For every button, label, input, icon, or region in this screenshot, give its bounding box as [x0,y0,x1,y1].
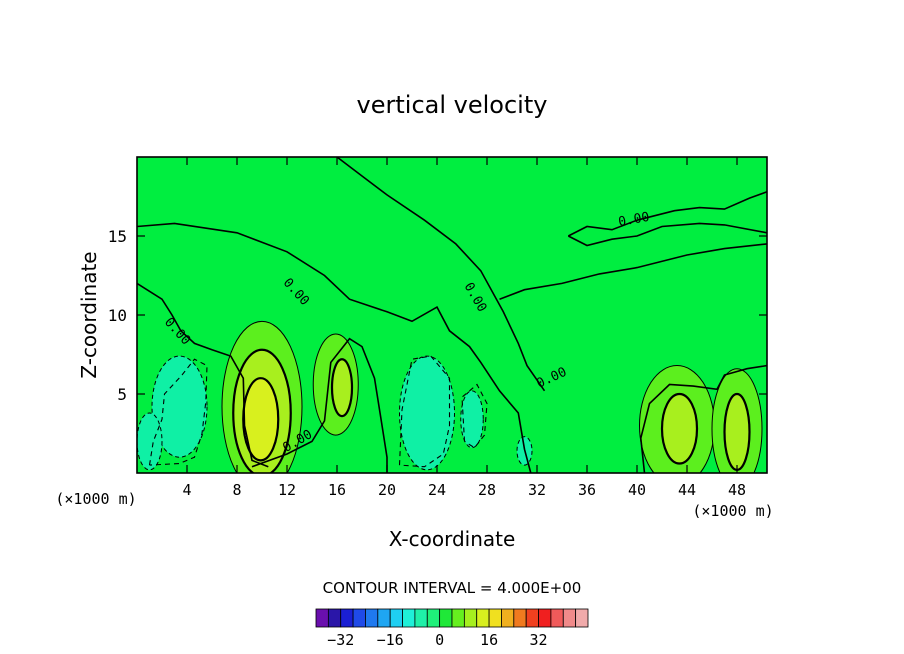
colorbar-swatch-2 [340,608,354,628]
y-tick-label-0: 5 [117,385,127,404]
colorbar-swatch-4 [365,608,379,628]
colorbar-swatch-3 [352,608,366,628]
colorbar-swatch-15 [501,608,515,628]
x-unit-label-right: (×1000 m) [692,502,773,520]
shade-region-9 [242,377,280,462]
shade-region-13 [723,392,751,471]
negative-contour-0 [148,358,208,466]
colorbar-swatch-17 [525,608,539,628]
colorbar-swatch-12 [463,608,478,628]
shade-region-1 [137,412,163,471]
x-tick-label-3: 16 [328,481,346,499]
colorbar-tick-label-4: 32 [530,631,548,649]
colorbar-swatch-19 [550,608,564,628]
y-axis: 5 10 15 [108,227,767,404]
zero-contour-1 [137,282,269,468]
negative-contour-2 [461,383,488,449]
contour-lines [137,157,767,473]
colorbar-swatch-5 [377,608,391,628]
shade-region-11 [660,392,699,465]
y-axis-label: Z-coordinate [77,251,101,378]
colorbar-swatch-0 [315,608,329,628]
colorbar-swatch-14 [488,608,502,628]
shade-region-2 [399,355,455,471]
colorbar-tick-label-1: −16 [377,631,404,649]
x-tick-label-4: 20 [378,481,396,499]
y-tick-label-1: 10 [108,306,127,325]
x-tick-label-7: 32 [528,481,546,499]
x-tick-label-5: 24 [428,481,446,499]
chart-title: vertical velocity [357,91,548,119]
zero-contour-5 [567,222,767,247]
x-tick-label-9: 40 [628,481,646,499]
colorbar-tick-label-0: −32 [327,631,354,649]
colorbar-swatch-9 [426,608,441,628]
colorbar-swatch-18 [538,608,552,628]
x-axis-label: X-coordinate [389,527,516,551]
zero-contour-6 [639,364,767,473]
colorbar-swatch-10 [439,608,453,628]
x-tick-label-1: 8 [232,481,241,499]
colorbar-swatch-7 [402,608,416,628]
colorbar-tick-label-3: 16 [480,631,498,649]
colorbar-swatch-6 [389,608,403,628]
x-tick-label-0: 4 [182,481,191,499]
zero-contour-0 [137,222,532,473]
colorbar-swatch-20 [562,608,577,628]
colorbar-swatch-13 [476,608,490,628]
contour-label-4: 0.00 [617,210,650,230]
contour-interval-text: CONTOUR INTERVAL = 4.000E+00 [323,579,582,597]
zero-contour-7 [251,337,388,473]
zero-contour-3 [499,243,767,300]
x-unit-label-left: (×1000 m) [55,490,136,508]
x-tick-label-2: 12 [278,481,296,499]
colorbar-swatch-8 [414,608,428,628]
colorbar-swatch-16 [513,608,527,628]
negative-contour-1 [398,355,451,468]
colorbar-swatch-1 [327,608,342,628]
zero-contour-2 [336,157,546,392]
shade-region-6 [330,358,354,418]
colorbar-swatch-21 [575,608,589,628]
colorbar-tick-label-2: 0 [435,631,444,649]
plot-area: 0.000.000.000.000.000.00 [137,157,767,473]
shade-region-0 [151,355,208,458]
x-tick-label-11: 48 [728,481,746,499]
x-tick-label-8: 36 [578,481,596,499]
x-tick-label-10: 44 [678,481,696,499]
y-tick-label-2: 15 [108,227,127,246]
zero-contour-4 [567,191,767,237]
x-axis: 4 8 12 16 20 24 28 32 36 40 44 48 [182,157,746,499]
shade-region-3 [460,390,484,449]
colorbar-swatch-11 [451,608,465,628]
colorbar: −32 −16 0 16 32 [315,608,589,649]
x-tick-label-6: 28 [478,481,496,499]
